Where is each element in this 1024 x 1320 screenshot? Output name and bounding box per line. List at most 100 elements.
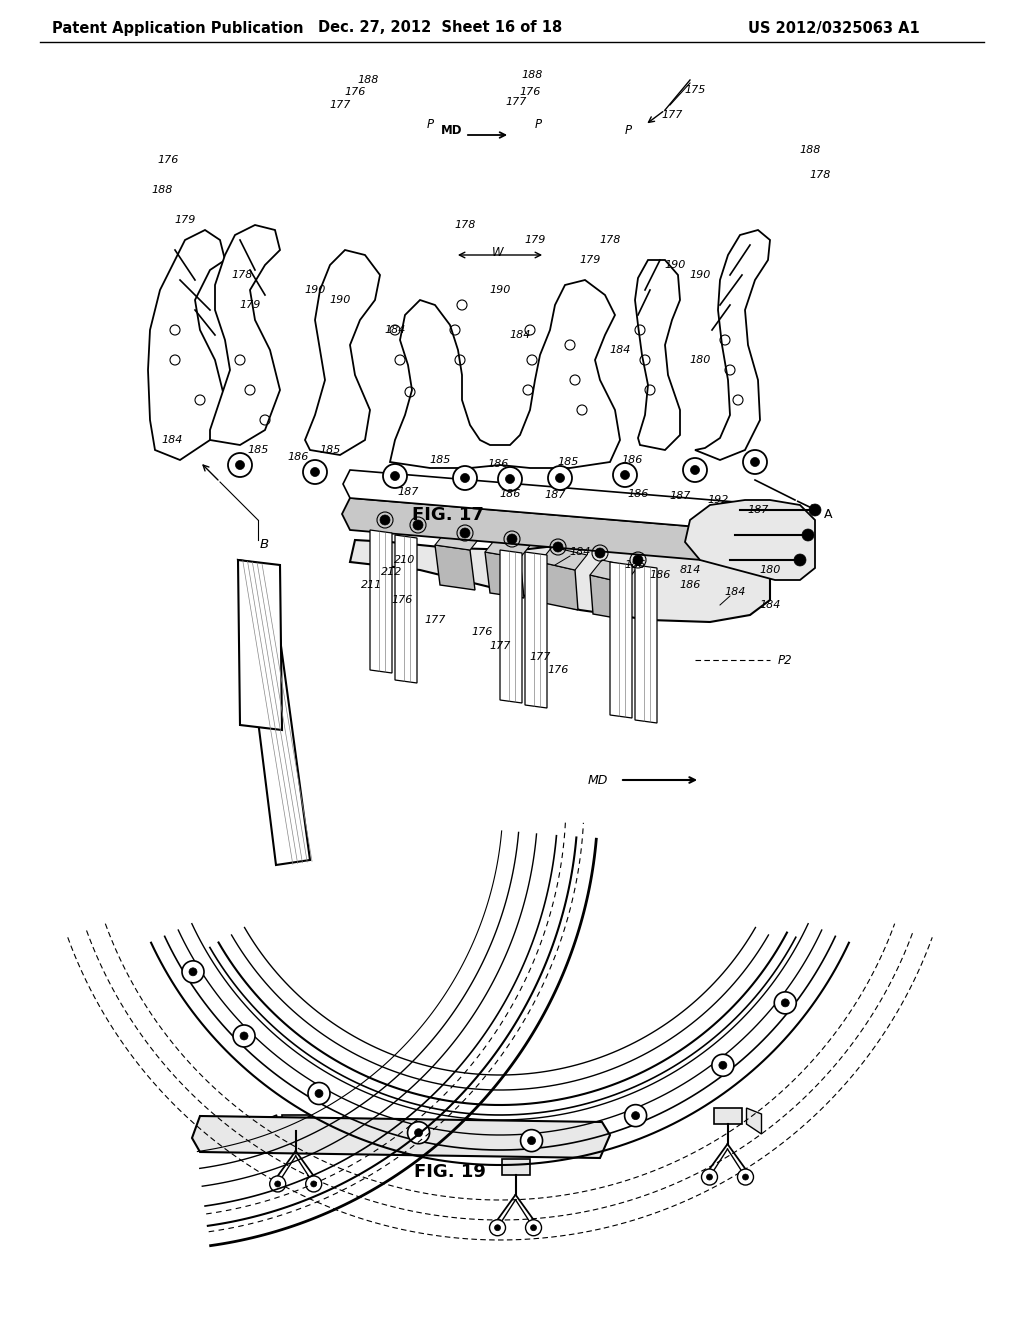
Text: 814: 814 <box>679 565 700 576</box>
Text: B: B <box>259 539 268 552</box>
Circle shape <box>527 1137 536 1144</box>
Text: 177: 177 <box>505 96 526 107</box>
Text: 187: 187 <box>545 490 565 500</box>
Polygon shape <box>343 470 768 532</box>
Circle shape <box>802 529 814 541</box>
Text: P2: P2 <box>777 653 793 667</box>
Polygon shape <box>540 546 587 570</box>
Polygon shape <box>685 500 815 579</box>
Polygon shape <box>746 1107 762 1134</box>
Text: 176: 176 <box>158 154 178 165</box>
Text: 185: 185 <box>557 457 579 467</box>
Circle shape <box>737 1170 754 1185</box>
Polygon shape <box>540 562 578 610</box>
Circle shape <box>460 528 470 539</box>
Text: 176: 176 <box>547 665 568 675</box>
Text: 177: 177 <box>424 615 445 624</box>
Circle shape <box>274 1181 281 1187</box>
Circle shape <box>548 466 572 490</box>
Polygon shape <box>238 560 282 730</box>
Text: A: A <box>823 508 833 521</box>
Text: 177: 177 <box>330 100 350 110</box>
Polygon shape <box>148 230 225 459</box>
Text: Dec. 27, 2012  Sheet 16 of 18: Dec. 27, 2012 Sheet 16 of 18 <box>317 21 562 36</box>
Circle shape <box>315 1089 323 1097</box>
Circle shape <box>553 543 563 552</box>
Polygon shape <box>525 552 547 708</box>
Text: 186: 186 <box>628 488 648 499</box>
Circle shape <box>794 554 806 566</box>
Circle shape <box>683 458 707 482</box>
Text: 184: 184 <box>384 325 406 335</box>
Circle shape <box>530 1225 537 1230</box>
Text: 177: 177 <box>662 110 683 120</box>
Polygon shape <box>590 560 637 583</box>
Text: P: P <box>426 119 433 132</box>
Circle shape <box>308 1082 330 1105</box>
Text: 186: 186 <box>625 560 646 570</box>
Text: 188: 188 <box>357 75 379 84</box>
Circle shape <box>621 470 630 479</box>
Circle shape <box>520 1130 543 1151</box>
Circle shape <box>751 458 760 466</box>
Polygon shape <box>342 498 770 565</box>
Circle shape <box>240 1032 248 1040</box>
Text: FIG. 19: FIG. 19 <box>414 1163 486 1181</box>
Text: P: P <box>625 124 632 136</box>
Circle shape <box>233 1024 255 1047</box>
Polygon shape <box>238 560 310 865</box>
Text: 184: 184 <box>724 587 745 597</box>
Circle shape <box>743 450 767 474</box>
Polygon shape <box>590 576 627 620</box>
Circle shape <box>303 459 327 484</box>
Circle shape <box>415 1129 423 1137</box>
Text: 180: 180 <box>689 355 711 366</box>
Circle shape <box>489 1220 506 1236</box>
Polygon shape <box>193 1115 610 1158</box>
Polygon shape <box>635 565 657 723</box>
Text: 211: 211 <box>361 579 383 590</box>
Circle shape <box>507 535 517 544</box>
Circle shape <box>595 548 605 558</box>
Text: 179: 179 <box>174 215 196 224</box>
Text: 190: 190 <box>330 294 350 305</box>
Polygon shape <box>305 249 380 455</box>
Polygon shape <box>390 280 620 469</box>
Text: 178: 178 <box>809 170 830 180</box>
Text: 188: 188 <box>152 185 173 195</box>
Circle shape <box>707 1173 713 1180</box>
Text: 184: 184 <box>569 546 591 557</box>
Circle shape <box>555 474 564 483</box>
Circle shape <box>182 961 204 983</box>
Circle shape <box>690 466 699 474</box>
Text: 180: 180 <box>760 565 780 576</box>
Circle shape <box>506 474 514 483</box>
Text: 177: 177 <box>529 652 551 663</box>
Text: 186: 186 <box>500 488 520 499</box>
Text: 186: 186 <box>622 455 643 465</box>
Text: 177: 177 <box>489 642 511 651</box>
Text: 212: 212 <box>381 568 402 577</box>
Text: 186: 186 <box>487 459 509 469</box>
Text: Patent Application Publication: Patent Application Publication <box>52 21 303 36</box>
Text: 178: 178 <box>231 271 253 280</box>
Text: US 2012/0325063 A1: US 2012/0325063 A1 <box>749 21 920 36</box>
Circle shape <box>453 466 477 490</box>
Polygon shape <box>282 1115 309 1131</box>
Circle shape <box>228 453 252 477</box>
Text: 184: 184 <box>509 330 530 341</box>
Circle shape <box>701 1170 718 1185</box>
Polygon shape <box>610 562 632 718</box>
Polygon shape <box>500 550 522 704</box>
Polygon shape <box>435 545 475 590</box>
Circle shape <box>742 1173 749 1180</box>
Polygon shape <box>485 552 524 598</box>
Text: 186: 186 <box>679 579 700 590</box>
Text: 186: 186 <box>649 570 671 579</box>
Text: 185: 185 <box>319 445 341 455</box>
Text: 179: 179 <box>580 255 601 265</box>
Circle shape <box>390 471 399 480</box>
Text: 184: 184 <box>162 436 182 445</box>
Circle shape <box>719 1061 727 1069</box>
Polygon shape <box>635 260 680 450</box>
